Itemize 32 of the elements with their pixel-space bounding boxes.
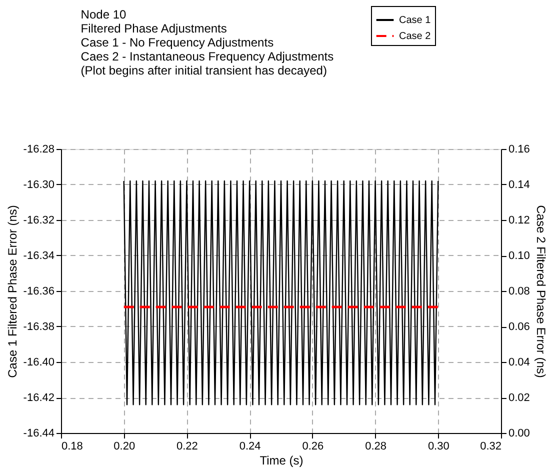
y-tick-label: -16.28 bbox=[23, 144, 54, 156]
y2-tick-label: 0.10 bbox=[508, 250, 530, 262]
x-tick-label: 0.24 bbox=[239, 440, 261, 452]
y-tick-label: -16.42 bbox=[23, 392, 54, 404]
y-tick-label: -16.34 bbox=[23, 250, 54, 262]
y2-tick-label: 0.08 bbox=[508, 286, 530, 298]
y-axis-title: Case 1 Filtered Phase Error (ns) bbox=[5, 205, 20, 378]
x-tick-label: 0.30 bbox=[428, 440, 450, 452]
y-tick-label: -16.40 bbox=[23, 356, 54, 368]
x-tick-label: 0.26 bbox=[302, 440, 324, 452]
x-tick-label: 0.18 bbox=[62, 440, 83, 452]
y-tick-label: -16.32 bbox=[23, 214, 54, 226]
x-tick-label: 0.20 bbox=[114, 440, 136, 452]
legend-label: Case 1 bbox=[399, 15, 432, 26]
y-tick-label: -16.36 bbox=[23, 286, 54, 298]
y2-tick-label: 0.02 bbox=[508, 392, 530, 404]
y-tick-label: -16.38 bbox=[23, 321, 54, 333]
chart-title: Node 10 Filtered Phase Adjustments Case 1 - No Frequency Adjustments Caes 2 - Instantaneous Frequency Adjustments (Plot begins after initial transient has decayed) bbox=[80, 8, 334, 78]
x-axis-title: Time (s) bbox=[260, 454, 304, 468]
y-tick-label: -16.30 bbox=[23, 179, 54, 191]
x-tick-label: 0.28 bbox=[365, 440, 386, 452]
y2-tick-label: 0.16 bbox=[508, 144, 530, 156]
x-tick-label: 0.32 bbox=[480, 440, 502, 452]
y-tick-label: -16.44 bbox=[23, 428, 54, 440]
y2-tick-label: 0.06 bbox=[508, 321, 530, 333]
y2-tick-label: 0.04 bbox=[508, 356, 530, 368]
y2-tick-label: 0.12 bbox=[508, 214, 530, 226]
x-tick-label: 0.22 bbox=[176, 440, 198, 452]
y2-tick-label: 0.00 bbox=[508, 428, 530, 440]
legend-label: Case 2 bbox=[399, 31, 432, 42]
y2-axis-title: Case 2 Filtered Phase Error (ns) bbox=[534, 205, 548, 378]
y2-tick-label: 0.14 bbox=[508, 179, 530, 191]
